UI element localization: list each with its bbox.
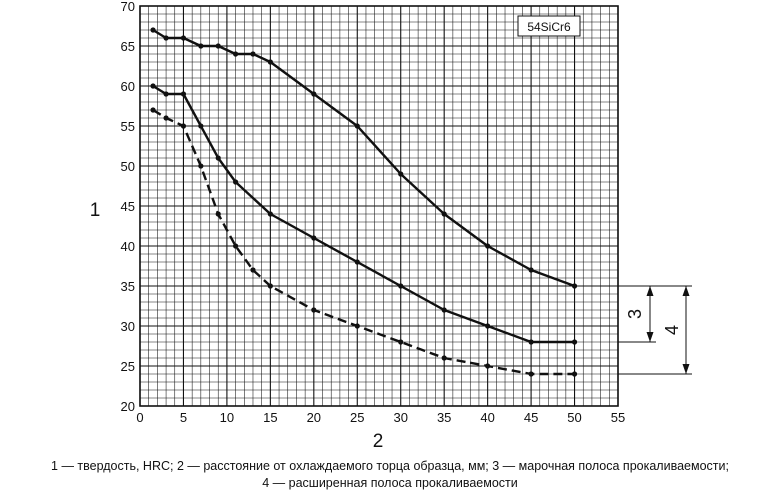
x-tick-label: 15 — [263, 410, 277, 425]
x-tick-label: 30 — [393, 410, 407, 425]
data-point — [528, 371, 534, 377]
data-point — [215, 155, 221, 161]
data-point — [398, 339, 404, 345]
data-point — [485, 243, 491, 249]
band-3-label: 3 — [625, 309, 645, 319]
y-tick-label: 35 — [121, 279, 135, 294]
data-point — [267, 59, 273, 65]
data-point — [163, 91, 169, 97]
data-point — [233, 51, 239, 57]
data-point — [354, 123, 360, 129]
data-point — [150, 107, 156, 113]
data-point — [441, 211, 447, 217]
data-point — [354, 323, 360, 329]
data-point — [571, 339, 578, 345]
data-series — [150, 27, 578, 377]
data-point — [163, 115, 169, 121]
x-tick-label: 40 — [480, 410, 494, 425]
data-point — [311, 307, 317, 313]
data-point — [233, 179, 239, 185]
data-point — [311, 91, 317, 97]
y-tick-label: 60 — [121, 79, 135, 94]
y-tick-label: 65 — [121, 39, 135, 54]
data-point — [571, 283, 578, 289]
data-point — [198, 43, 204, 49]
x-tick-label: 35 — [437, 410, 451, 425]
x-tick-label: 25 — [350, 410, 364, 425]
data-point — [198, 123, 204, 129]
y-tick-label: 55 — [121, 119, 135, 134]
data-point — [215, 43, 221, 49]
legend-line-1: 1 — твердость, HRC; 2 — расстояние от ох… — [51, 459, 729, 473]
grid — [139, 5, 619, 407]
data-point — [233, 243, 239, 249]
band-3-arrow-top — [646, 286, 654, 296]
data-point — [485, 363, 491, 369]
hardenability-chart: 0 5 10 15 20 25 30 35 40 45 50 55 20 25 30 35 40 45 50 55 60… — [90, 0, 692, 452]
y-tick-label: 30 — [121, 319, 135, 334]
plot-frame — [139, 5, 619, 407]
x-tick-label: 10 — [220, 410, 234, 425]
data-point — [311, 235, 317, 241]
data-point — [215, 211, 221, 217]
series-line-lower-grade — [152, 84, 575, 344]
band-3-arrow-bottom — [646, 332, 654, 342]
y-tick-label: 70 — [121, 0, 135, 14]
data-point — [198, 163, 204, 169]
tick-labels: 0 5 10 15 20 25 30 35 40 45 50 55 20 25 30 35 40 45 50 55 60… — [121, 0, 626, 425]
y-axis-title: 1 — [90, 200, 101, 221]
data-point — [180, 35, 187, 41]
x-tick-label: 45 — [524, 410, 538, 425]
data-point — [250, 51, 256, 57]
x-tick-label: 55 — [611, 410, 625, 425]
data-point — [571, 371, 578, 377]
data-point — [398, 171, 404, 177]
data-point — [180, 91, 187, 97]
data-point — [163, 35, 169, 41]
data-point — [150, 83, 156, 89]
legend: 1 — твердость, HRC; 2 — расстояние от ох… — [0, 458, 780, 492]
y-tick-label: 40 — [121, 239, 135, 254]
x-tick-label: 5 — [180, 410, 187, 425]
y-tick-label: 20 — [121, 399, 135, 414]
band-4-arrow-bottom — [682, 364, 690, 374]
y-tick-label: 45 — [121, 199, 135, 214]
grade-label-box — [517, 15, 581, 37]
legend-line-2: 4 — расширенная полоса прокаливаемости — [262, 476, 518, 490]
grade-label: 54SiCr6 — [527, 20, 571, 34]
data-point — [441, 307, 447, 313]
data-point — [180, 123, 187, 129]
data-point — [267, 211, 273, 217]
data-point — [267, 283, 273, 289]
x-axis-title: 2 — [373, 431, 384, 452]
data-point — [354, 259, 360, 265]
y-tick-label: 25 — [121, 359, 135, 374]
data-point — [441, 355, 447, 361]
data-point — [528, 339, 534, 345]
y-tick-label: 50 — [121, 159, 135, 174]
band-4-arrow-top — [682, 286, 690, 296]
x-tick-label: 50 — [567, 410, 581, 425]
data-point — [150, 27, 156, 33]
data-point — [398, 283, 404, 289]
data-point — [485, 323, 491, 329]
band-4-label: 4 — [662, 325, 682, 335]
x-tick-label: 20 — [307, 410, 321, 425]
data-point — [528, 267, 534, 273]
x-tick-label: 0 — [136, 410, 143, 425]
data-point — [250, 267, 256, 273]
hardenability-bands: 34 — [618, 285, 692, 375]
